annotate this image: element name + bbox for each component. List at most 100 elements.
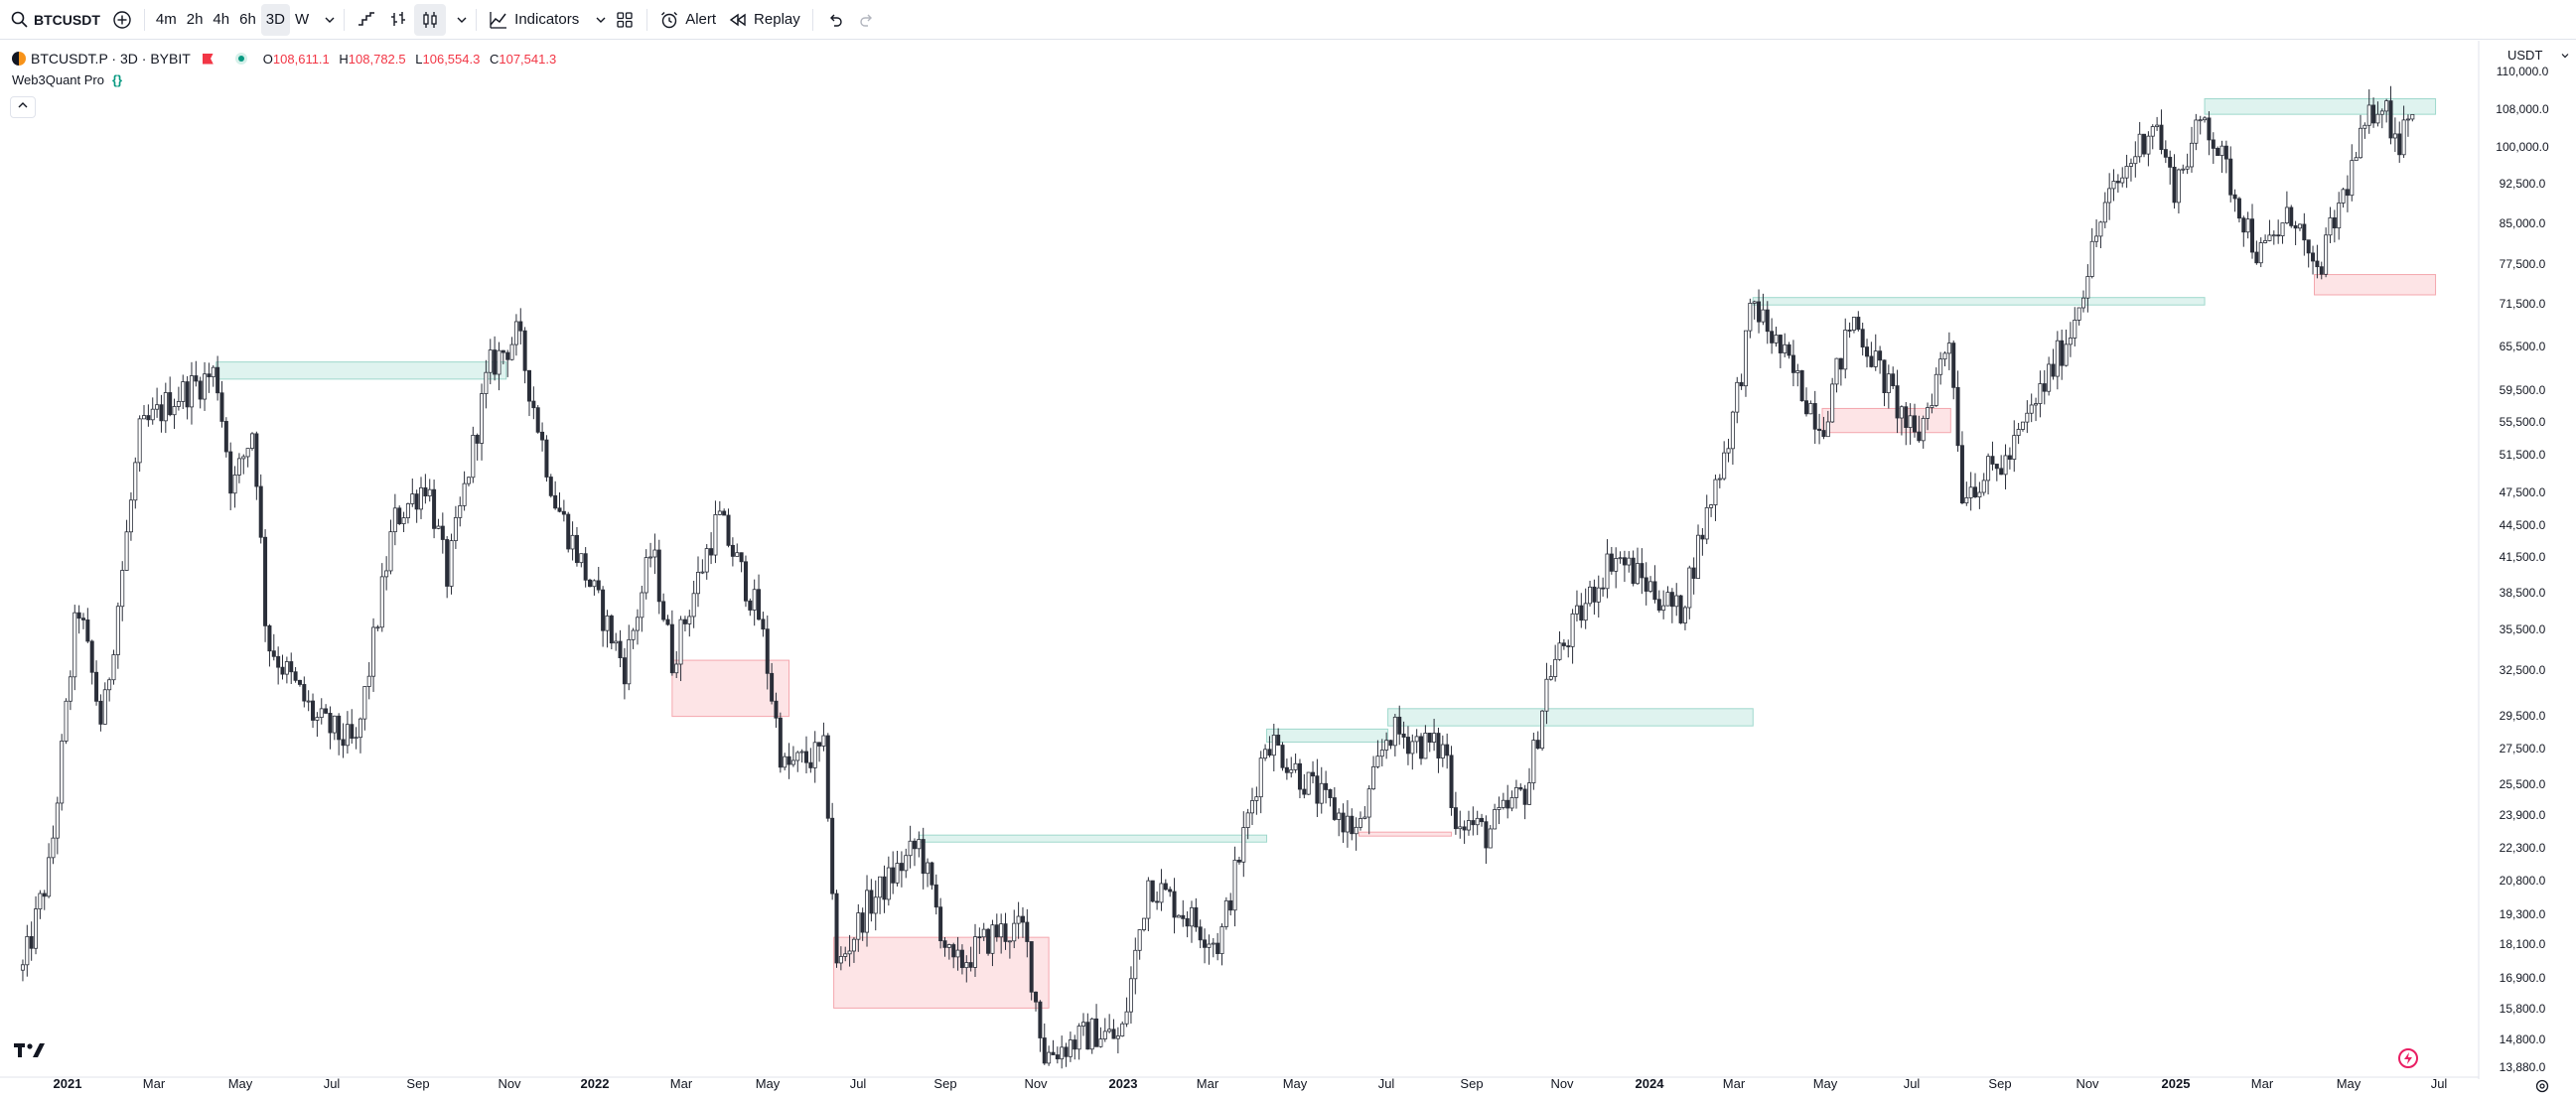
interval-4h[interactable]: 4h bbox=[213, 11, 230, 28]
candle-body bbox=[1544, 678, 1549, 712]
candles-style-button[interactable] bbox=[414, 3, 447, 36]
candle-body bbox=[795, 752, 800, 761]
candle-body bbox=[475, 435, 480, 444]
demand-zone[interactable] bbox=[833, 936, 1050, 1009]
candle-body bbox=[405, 503, 410, 518]
candle-body bbox=[544, 439, 549, 478]
alert-button[interactable]: Alert bbox=[653, 4, 722, 36]
candle-body bbox=[1912, 415, 1917, 433]
candle-body bbox=[838, 956, 843, 964]
candle-body bbox=[2081, 297, 2086, 309]
candle-body bbox=[926, 862, 930, 875]
candle-body bbox=[1904, 406, 1909, 428]
candle-body bbox=[423, 486, 428, 497]
bars-style-button[interactable] bbox=[382, 4, 414, 36]
candle-body bbox=[1427, 733, 1432, 744]
candle-body bbox=[1042, 1037, 1047, 1064]
candle-body bbox=[895, 863, 900, 884]
redo-button[interactable] bbox=[851, 4, 883, 36]
candle-body bbox=[570, 534, 575, 550]
currency-selector[interactable]: USDT bbox=[2507, 48, 2570, 64]
chart-type-dropdown[interactable] bbox=[446, 4, 470, 36]
candle-body bbox=[1882, 359, 1887, 393]
candle-body bbox=[1449, 755, 1454, 808]
supply-zone[interactable] bbox=[2204, 98, 2437, 115]
candle-body bbox=[687, 616, 692, 624]
candle-body bbox=[211, 366, 215, 377]
candle-body bbox=[2258, 242, 2263, 264]
series-title[interactable]: BTCUSDT.P · 3D · BYBIT bbox=[31, 51, 191, 67]
bar-replay-chart-button[interactable] bbox=[351, 4, 382, 36]
candle-body bbox=[484, 371, 489, 394]
indicator-name[interactable]: Web3Quant Pro bbox=[12, 72, 104, 87]
interval-6h[interactable]: 6h bbox=[239, 11, 256, 28]
candle-body bbox=[2181, 168, 2186, 171]
candle-body bbox=[1730, 411, 1735, 450]
rewind-icon bbox=[728, 10, 748, 30]
candle-body bbox=[1891, 373, 1896, 386]
flag-icon[interactable] bbox=[202, 53, 214, 65]
source-code-icon[interactable]: {} bbox=[111, 72, 123, 87]
demand-zone[interactable] bbox=[2313, 274, 2437, 296]
candle-body bbox=[366, 675, 371, 687]
candle-body bbox=[1462, 826, 1467, 831]
candle-body bbox=[124, 531, 129, 571]
candle-body bbox=[410, 493, 415, 504]
price-tick-label: 65,500.0 bbox=[2500, 340, 2546, 353]
candle-body bbox=[2236, 198, 2241, 219]
candle-body bbox=[1328, 789, 1333, 798]
lightning-icon[interactable] bbox=[2398, 1048, 2418, 1068]
settings-icon[interactable] bbox=[2534, 1078, 2550, 1094]
symbol-search[interactable]: BTCUSDT bbox=[4, 4, 106, 36]
candle-body bbox=[1609, 553, 1614, 572]
price-chart[interactable]: 110,000.0 108,000.0 100,000.0 92,500.0 85,00… bbox=[0, 41, 2576, 1097]
interval-group: 4m 2h 4h 6h 3D W bbox=[151, 3, 314, 36]
supply-zone[interactable] bbox=[918, 834, 1268, 843]
indicators-button[interactable]: Indicators bbox=[483, 4, 585, 36]
candle-body bbox=[933, 884, 938, 908]
divider bbox=[646, 8, 648, 31]
candle-body bbox=[1579, 605, 1584, 621]
candle-body bbox=[2176, 169, 2181, 204]
candle-body bbox=[181, 381, 186, 402]
indicator-legend[interactable]: Web3Quant Pro {} bbox=[12, 72, 122, 87]
replay-button[interactable]: Replay bbox=[722, 4, 806, 36]
supply-zone[interactable] bbox=[1387, 708, 1754, 727]
interval-3d[interactable]: 3D bbox=[260, 3, 290, 36]
demand-zone[interactable] bbox=[1821, 407, 1951, 434]
candle-body bbox=[1219, 926, 1224, 955]
candle-body bbox=[1812, 403, 1817, 430]
chart-pane[interactable]: 110,000.0 108,000.0 100,000.0 92,500.0 85,00… bbox=[0, 41, 2576, 1097]
indicators-dropdown[interactable] bbox=[585, 4, 609, 36]
interval-4m[interactable]: 4m bbox=[155, 11, 177, 28]
price-tick-label: 85,000.0 bbox=[2500, 216, 2546, 230]
candle-body bbox=[1778, 335, 1783, 353]
candle-body bbox=[2016, 429, 2021, 437]
supply-zone[interactable] bbox=[215, 361, 507, 380]
demand-zone[interactable] bbox=[671, 659, 790, 718]
candle-body bbox=[1735, 381, 1740, 413]
candle-body bbox=[1194, 906, 1199, 928]
candle-body bbox=[2245, 218, 2250, 233]
candle-body bbox=[1111, 1029, 1116, 1039]
candle-body bbox=[1825, 421, 1830, 438]
collapse-legend-button[interactable] bbox=[10, 96, 36, 118]
candle-body bbox=[509, 343, 514, 360]
demand-zone[interactable] bbox=[1359, 831, 1453, 837]
interval-w[interactable]: W bbox=[294, 11, 310, 28]
candle-body bbox=[627, 638, 632, 685]
layout-templates-button[interactable] bbox=[609, 4, 641, 36]
alert-label: Alert bbox=[685, 11, 717, 28]
interval-dropdown[interactable] bbox=[314, 4, 338, 36]
candle-body bbox=[1691, 567, 1696, 579]
compare-symbol-button[interactable] bbox=[106, 4, 138, 36]
candle-body bbox=[1635, 563, 1640, 585]
undo-button[interactable] bbox=[819, 4, 851, 36]
tradingview-logo-icon[interactable] bbox=[14, 1040, 50, 1065]
supply-zone[interactable] bbox=[1266, 728, 1389, 743]
interval-2h[interactable]: 2h bbox=[186, 11, 204, 28]
chevron-down-icon bbox=[320, 10, 335, 30]
supply-zone[interactable] bbox=[1752, 297, 2206, 306]
price-tick-label: 92,500.0 bbox=[2500, 177, 2546, 191]
candle-body bbox=[1895, 385, 1900, 419]
